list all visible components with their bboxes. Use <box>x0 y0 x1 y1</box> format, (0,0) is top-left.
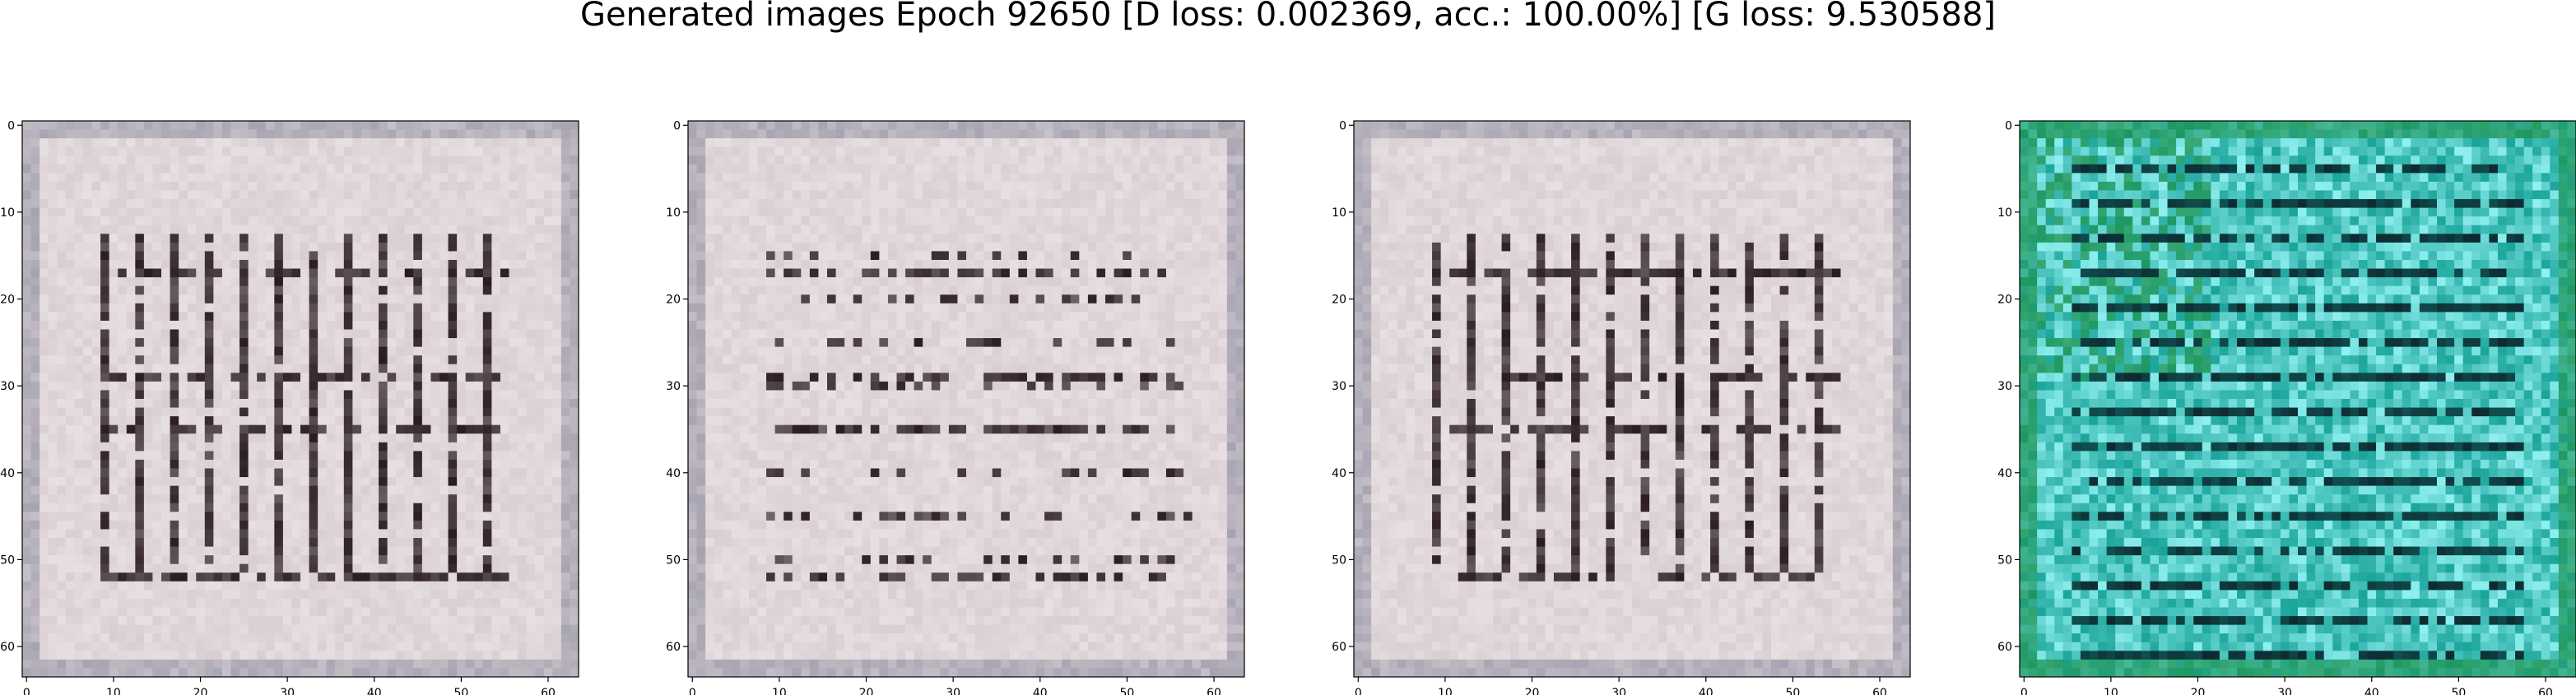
y-tick-label: 0 <box>673 119 681 132</box>
generated-image-panel-2: 0 10 20 30 40 50 60 0 10 20 30 40 50 60 <box>666 119 1245 695</box>
x-tick-label: 10 <box>1438 687 1453 695</box>
generated-image <box>22 121 579 678</box>
y-tick-label: 10 <box>1332 206 1346 220</box>
x-tick-label: 30 <box>2277 687 2292 695</box>
y-tick-label: 40 <box>0 467 15 480</box>
x-tick-label: 0 <box>1355 687 1362 695</box>
y-tick-label: 0 <box>1339 119 1346 132</box>
x-tick-label: 30 <box>280 687 295 695</box>
y-tick-label: 20 <box>1332 294 1346 307</box>
y-tick-label: 60 <box>0 641 15 654</box>
y-tick-label: 50 <box>1332 554 1346 567</box>
axes-frame <box>1353 120 1911 678</box>
x-tick-label: 20 <box>1525 687 1540 695</box>
y-tick-label: 10 <box>1997 206 2012 220</box>
y-tick-label: 50 <box>1997 554 2012 567</box>
x-tick-label: 20 <box>193 687 208 695</box>
generated-image-panel-1: 0 10 20 30 40 50 60 0 10 20 30 40 50 60 <box>0 119 579 695</box>
figure-title: Generated images Epoch 92650 [D loss: 0.… <box>579 0 1997 34</box>
y-tick-label: 30 <box>1997 380 2012 393</box>
y-tick-label: 30 <box>666 380 681 393</box>
axes-frame <box>21 120 579 678</box>
y-tick-label: 10 <box>666 206 681 220</box>
y-tick-label: 10 <box>0 206 15 220</box>
y-tick-label: 60 <box>1332 641 1346 654</box>
x-tick-label: 0 <box>689 687 696 695</box>
generated-image-panel-4: 0 10 20 30 40 50 60 0 10 20 30 40 50 60 <box>1997 119 2576 695</box>
x-tick-label: 20 <box>859 687 874 695</box>
y-tick-label: 40 <box>1997 467 2012 480</box>
generated-image <box>1354 121 1911 678</box>
generated-image-panel-3: 0 10 20 30 40 50 60 0 10 20 30 40 50 60 <box>1332 119 1911 695</box>
x-tick-label: 60 <box>2538 687 2553 695</box>
generated-image <box>2020 121 2576 678</box>
x-tick-label: 50 <box>1119 687 1134 695</box>
y-tick-label: 0 <box>7 119 15 132</box>
generated-image <box>688 121 1245 678</box>
y-tick-label: 20 <box>1997 294 2012 307</box>
x-tick-label: 60 <box>541 687 556 695</box>
y-tick-label: 40 <box>1332 467 1346 480</box>
x-tick-label: 40 <box>1699 687 1713 695</box>
y-tick-label: 50 <box>666 554 681 567</box>
x-tick-label: 50 <box>453 687 468 695</box>
y-tick-label: 60 <box>666 641 681 654</box>
x-tick-label: 20 <box>2191 687 2206 695</box>
axes-frame <box>2019 120 2576 678</box>
x-tick-label: 0 <box>2020 687 2028 695</box>
axes-frame <box>687 120 1245 678</box>
x-tick-label: 30 <box>946 687 960 695</box>
x-tick-label: 50 <box>2451 687 2466 695</box>
x-tick-label: 40 <box>2364 687 2379 695</box>
y-tick-label: 40 <box>666 467 681 480</box>
y-tick-label: 0 <box>2005 119 2012 132</box>
y-tick-label: 50 <box>0 554 15 567</box>
x-tick-label: 60 <box>1872 687 1887 695</box>
x-tick-label: 30 <box>1611 687 1626 695</box>
y-tick-label: 20 <box>0 294 15 307</box>
y-tick-label: 60 <box>1997 641 2012 654</box>
x-tick-label: 10 <box>2104 687 2118 695</box>
x-tick-label: 10 <box>772 687 787 695</box>
x-tick-label: 60 <box>1207 687 1221 695</box>
x-tick-label: 0 <box>23 687 30 695</box>
x-tick-label: 40 <box>1033 687 1048 695</box>
x-tick-label: 40 <box>367 687 382 695</box>
y-tick-label: 30 <box>0 380 15 393</box>
y-tick-label: 30 <box>1332 380 1346 393</box>
x-tick-label: 50 <box>1785 687 1800 695</box>
x-tick-label: 10 <box>106 687 121 695</box>
y-tick-label: 20 <box>666 294 681 307</box>
